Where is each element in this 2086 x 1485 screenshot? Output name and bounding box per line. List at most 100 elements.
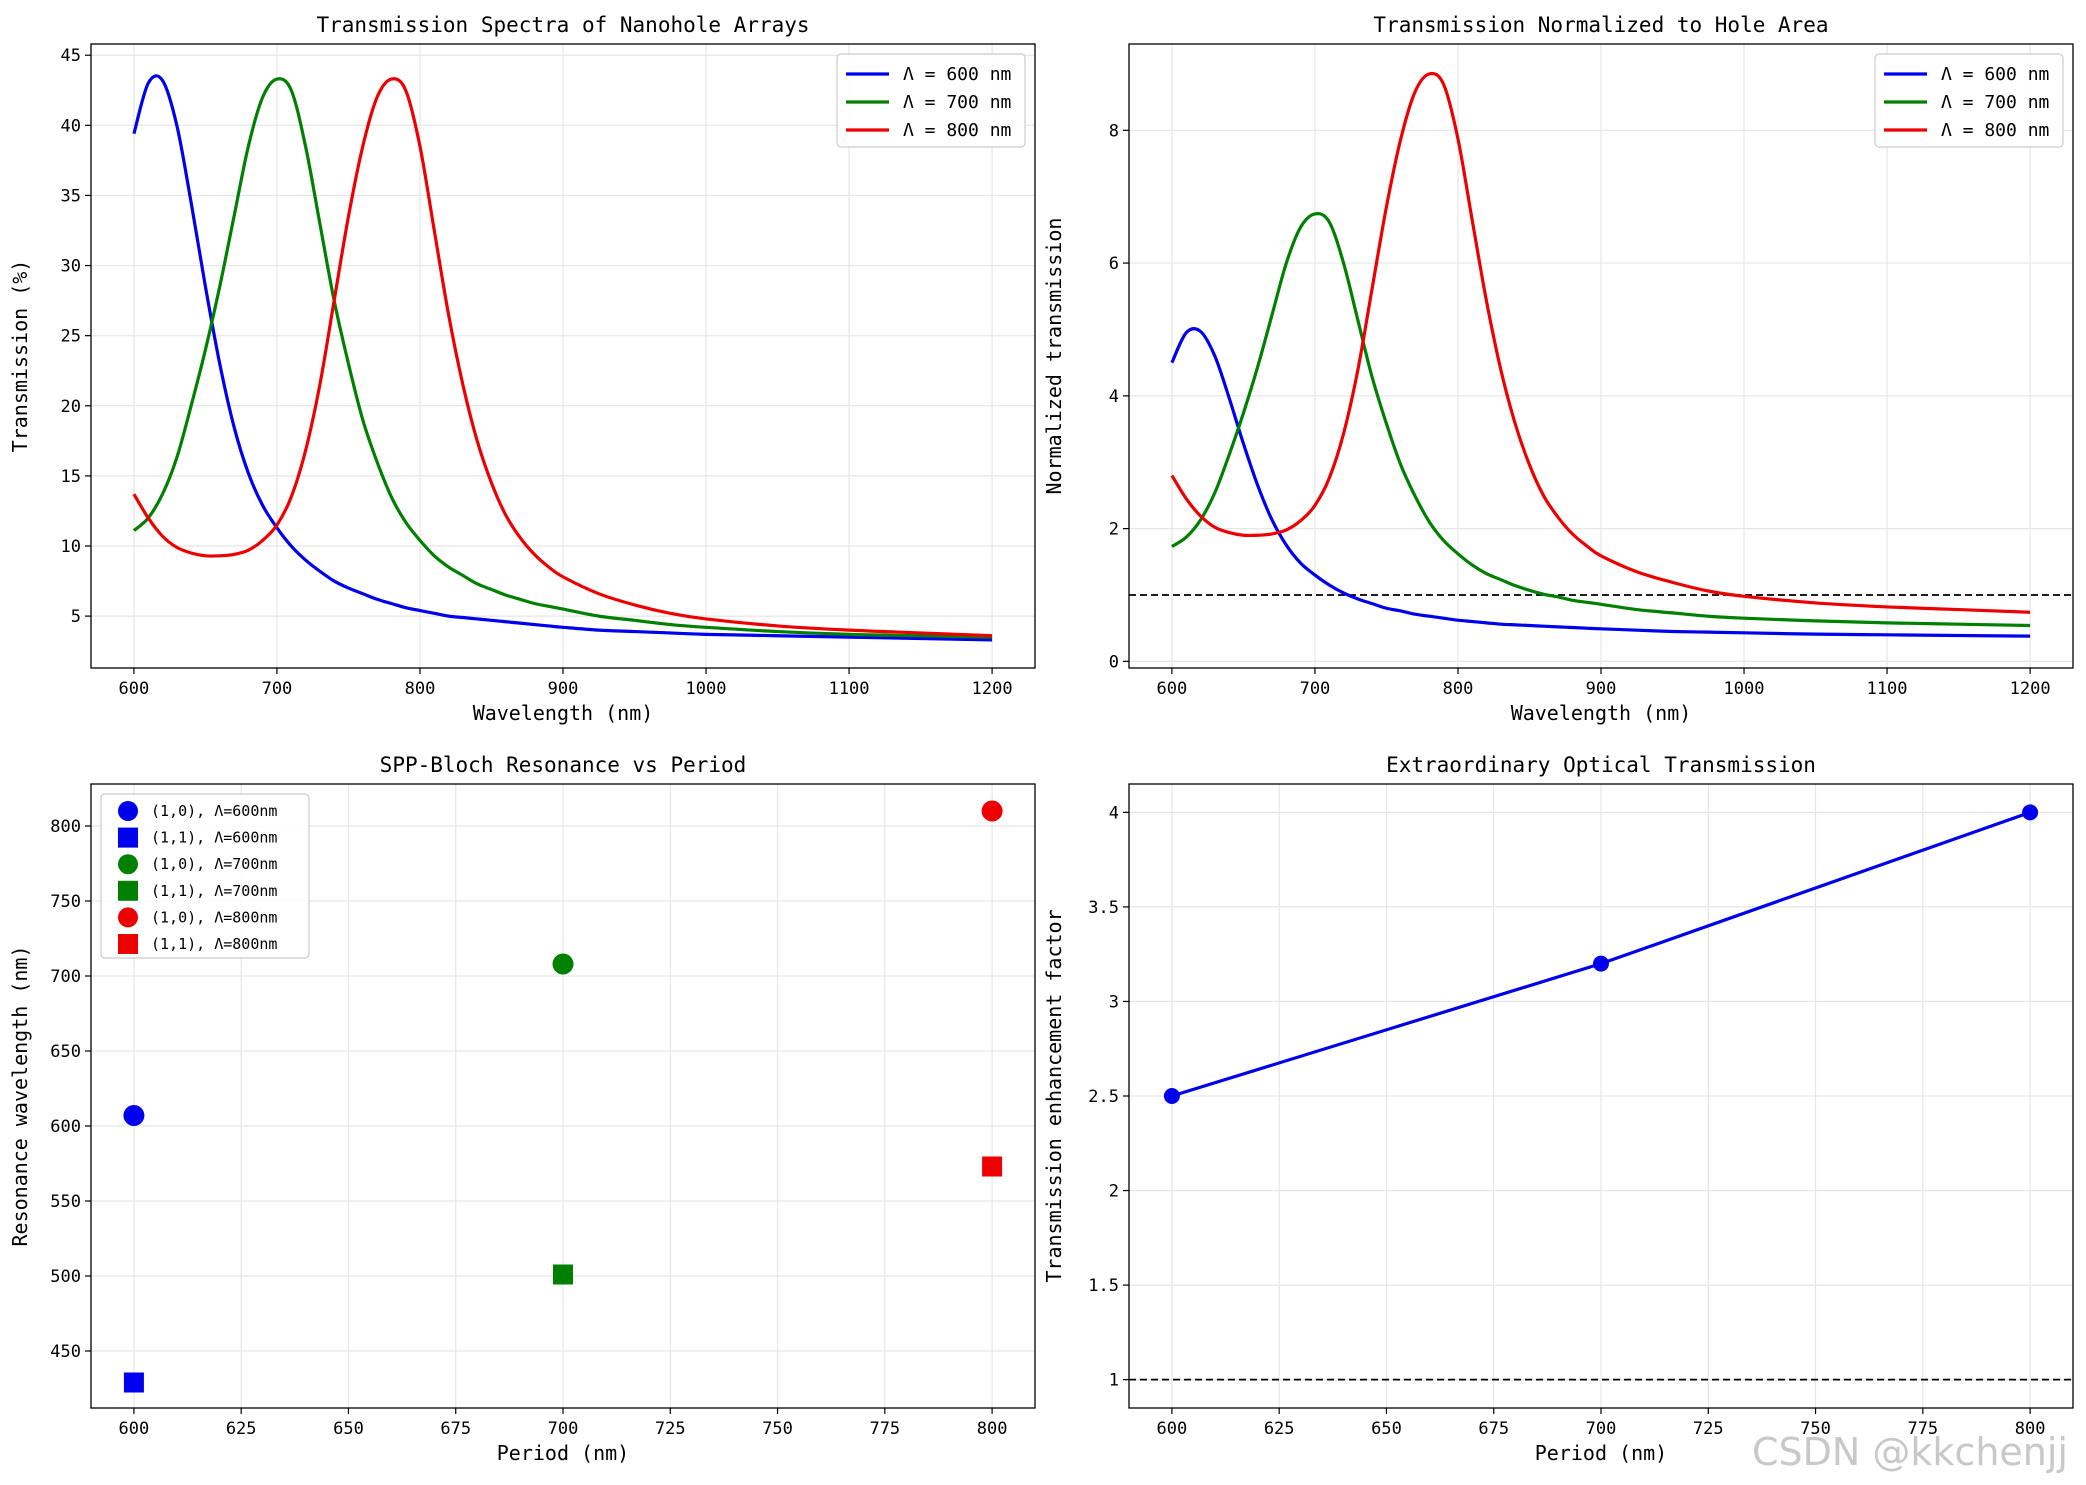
legend: Λ = 600 nm Λ = 700 nm Λ = 800 nm	[836, 53, 1026, 148]
y-tick-label: 3.5	[1088, 898, 1119, 918]
data-layer	[1170, 71, 2031, 638]
x-tick-label: 900	[1586, 679, 1617, 699]
watermark: CSDN @kkchenjj	[1752, 1430, 2068, 1474]
legend: Λ = 600 nm Λ = 700 nm Λ = 800 nm	[1874, 53, 2064, 148]
data-point	[1593, 955, 1609, 972]
y-tick-label: 5	[71, 607, 81, 627]
legend-label: (1,1), Λ=700nm	[151, 882, 277, 900]
scatter-point-1	[123, 1105, 145, 1126]
y-tick-label: 10	[61, 537, 81, 557]
legend-box	[836, 53, 1026, 148]
x-tick-label: 1100	[829, 679, 870, 699]
series-line-2	[132, 77, 993, 639]
y-tick-label: 30	[61, 257, 81, 277]
ticks: 600 625 650 675 700 725 750 775 800 450 500 550 600 6…	[50, 817, 1007, 1439]
y-tick-label: 700	[50, 967, 81, 987]
y-tick-label: 650	[50, 1042, 81, 1062]
series-line-3	[132, 77, 993, 638]
legend-label: (1,1), Λ=600nm	[151, 829, 277, 847]
y-axis-label: Transmission enhancement factor	[1042, 909, 1066, 1282]
data-layer	[123, 800, 1003, 1393]
data-point	[1163, 1088, 1180, 1104]
legend-marker	[118, 827, 138, 848]
y-tick-label: 15	[61, 467, 81, 487]
x-tick-label: 800	[405, 679, 436, 699]
x-tick-label: 600	[119, 1419, 150, 1439]
x-tick-label: 775	[1907, 1419, 1938, 1439]
legend-marker	[118, 934, 138, 954]
y-tick-label: 1	[1109, 1371, 1119, 1391]
grid	[91, 44, 1035, 668]
y-tick-label: 1.5	[1088, 1276, 1119, 1296]
x-tick-label: 650	[1371, 1419, 1402, 1439]
y-tick-label: 20	[61, 397, 81, 417]
x-axis-label: Period (nm)	[497, 1441, 629, 1465]
y-tick-label: 25	[61, 327, 81, 347]
chart-panel-4: 600 625 650 675 700 725 750 775 800 1 1.5 2 2.5 3 3.5 4…	[1042, 753, 2074, 1465]
x-tick-label: 725	[655, 1419, 686, 1439]
y-tick-label: 6	[1109, 254, 1119, 274]
legend-box	[1874, 53, 2064, 148]
ticks: 600 700 800 900 1000 1100 1200 5 10 15 20 25 30 35 40 4…	[61, 46, 1013, 699]
x-axis-label: Wavelength (nm)	[473, 701, 654, 725]
x-tick-label: 675	[1478, 1419, 1509, 1439]
y-tick-label: 2.5	[1088, 1087, 1119, 1107]
legend-label: Λ = 800 nm	[1941, 120, 2049, 141]
y-tick-label: 600	[50, 1117, 81, 1137]
chart-title: Transmission Normalized to Hole Area	[1373, 13, 1828, 37]
legend-label: Λ = 600 nm	[1941, 64, 2049, 85]
y-tick-label: 0	[1109, 652, 1119, 672]
legend-marker	[118, 880, 138, 901]
x-tick-label: 625	[1264, 1419, 1295, 1439]
legend-label: Λ = 800 nm	[903, 120, 1011, 141]
x-tick-label: 700	[262, 679, 293, 699]
chart-panel-1: 600 700 800 900 1000 1100 1200 5 10 15 20 25 30 35 40 4…	[8, 13, 1036, 725]
x-tick-label: 725	[1693, 1419, 1724, 1439]
data-point	[2022, 804, 2039, 821]
series-line-1	[1170, 327, 2031, 638]
y-tick-label: 45	[61, 46, 81, 66]
x-tick-label: 775	[869, 1419, 900, 1439]
x-tick-label: 700	[548, 1419, 579, 1439]
x-tick-label: 750	[762, 1419, 793, 1439]
x-tick-label: 600	[119, 679, 150, 699]
legend-label: (1,0), Λ=700nm	[151, 855, 277, 873]
y-tick-label: 35	[61, 186, 81, 206]
series-line-1	[132, 74, 993, 642]
ticks: 600 700 800 900 1000 1100 1200 0 2 4 6 8	[1109, 121, 2051, 699]
y-tick-label: 800	[50, 817, 81, 837]
x-axis-label: Wavelength (nm)	[1511, 701, 1692, 725]
x-tick-label: 600	[1157, 1419, 1188, 1439]
y-tick-label: 2	[1109, 520, 1119, 540]
legend-label: (1,0), Λ=800nm	[151, 908, 277, 926]
legend-marker	[118, 854, 138, 875]
data-layer	[132, 74, 993, 642]
grid	[1129, 784, 2073, 1408]
y-axis-label: Resonance wavelength (nm)	[8, 945, 32, 1246]
x-tick-label: 700	[1586, 1419, 1617, 1439]
legend-label: Λ = 700 nm	[903, 92, 1011, 113]
y-tick-label: 550	[50, 1192, 81, 1212]
y-tick-label: 4	[1109, 803, 1119, 823]
x-tick-label: 650	[333, 1419, 364, 1439]
y-tick-label: 450	[50, 1342, 81, 1362]
x-tick-label: 1000	[1724, 679, 1765, 699]
y-tick-label: 500	[50, 1267, 81, 1287]
y-tick-label: 40	[61, 116, 81, 136]
y-tick-label: 3	[1109, 992, 1119, 1012]
x-tick-label: 1100	[1867, 679, 1908, 699]
x-axis-label: Period (nm)	[1535, 1441, 1667, 1465]
y-tick-label: 8	[1109, 121, 1119, 141]
legend-box	[100, 793, 310, 959]
legend-label: Λ = 600 nm	[903, 64, 1011, 85]
x-tick-label: 800	[2015, 1419, 2046, 1439]
chart-title: SPP-Bloch Resonance vs Period	[380, 753, 747, 777]
x-tick-label: 750	[1800, 1419, 1831, 1439]
series-line-2	[1171, 212, 2031, 628]
scatter-point-5	[981, 800, 1003, 822]
chart-title: Extraordinary Optical Transmission	[1386, 753, 1816, 777]
chart-title: Transmission Spectra of Nanohole Arrays	[316, 13, 809, 37]
scatter-point-2	[123, 1372, 144, 1393]
y-axis-label: Transmission (%)	[8, 260, 32, 453]
